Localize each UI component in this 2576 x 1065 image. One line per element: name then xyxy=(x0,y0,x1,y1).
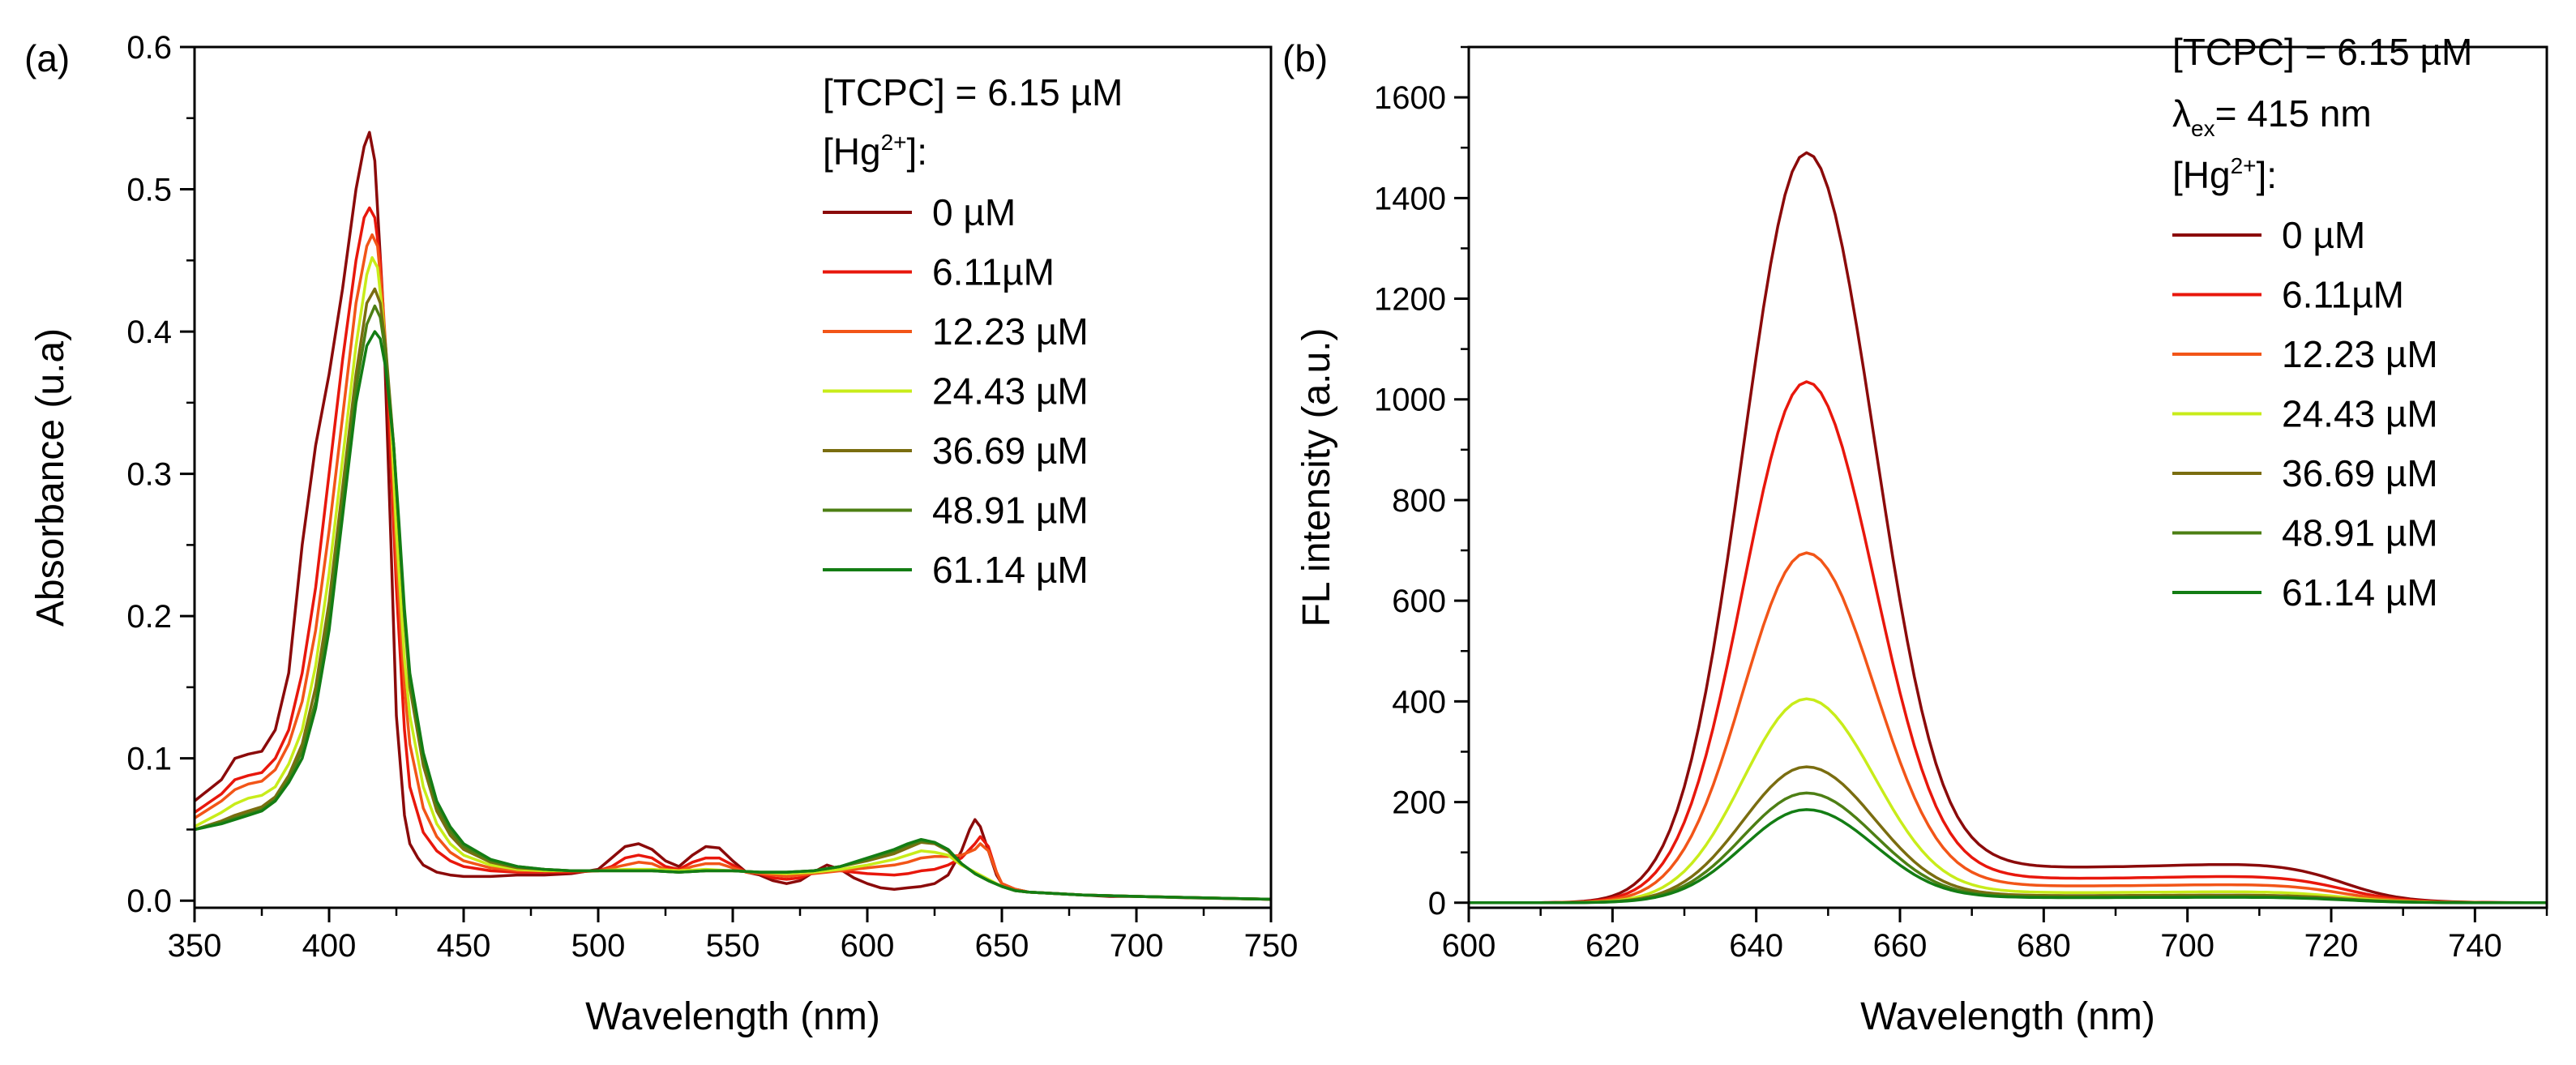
legend-label-5: 36.69 µM xyxy=(2282,452,2438,494)
panel-b-legend: [TCPC] = 6.15 µM λex= 415 nm [Hg2+]: 0 µ… xyxy=(2172,31,2472,614)
legend-label-6: 48.91 µM xyxy=(2282,512,2438,554)
series-line-7 xyxy=(194,330,1272,901)
panel-b: (b) 600 620 640 660 680 700 720 740 0 200 400 600 8… xyxy=(1282,31,2548,1038)
x-tick-label: 700 xyxy=(1110,928,1164,964)
x-tick-label: 550 xyxy=(706,928,760,964)
panel-a: (a) 350 400 450 500 550 600 650 700 750 0.00.10.… xyxy=(24,30,1298,1038)
y-tick-label: 0.4 xyxy=(126,314,172,350)
legend-label-6: 48.91 µM xyxy=(932,490,1089,532)
x-tick-label: 750 xyxy=(1244,928,1299,964)
legend-label-3: 12.23 µM xyxy=(932,310,1089,353)
panel-b-legend-tcpc: [TCPC] = 6.15 µM xyxy=(2172,31,2472,73)
legend-label-1: 0 µM xyxy=(932,191,1016,233)
x-tick-label: 400 xyxy=(302,928,357,964)
x-tick-label: 500 xyxy=(571,928,626,964)
panel-a-legend: [TCPC] = 6.15 µM [Hg2+]: 0 µM 6.11µM 12.23… xyxy=(823,71,1123,591)
y-tick-label: 800 xyxy=(1392,483,1446,519)
panel-a-x-axis-label: Wavelength (nm) xyxy=(585,995,880,1038)
panel-b-legend-items: 0 µM 6.11µM 12.23 µM 24.43 µM 36.69 µM 48.91 … xyxy=(2172,214,2438,614)
x-tick-label: 700 xyxy=(2160,928,2214,964)
x-tick-label: 680 xyxy=(2017,928,2071,964)
y-tick-label: 0.3 xyxy=(126,457,172,493)
panel-b-y-tick-labels: 0 200 400 600 800 1000 1200 1400 1600 xyxy=(1374,80,1446,922)
series-line-1 xyxy=(193,130,1272,901)
y-tick-label: 0.1 xyxy=(126,742,172,777)
legend-label-5: 36.69 µM xyxy=(932,430,1089,472)
series-line-3 xyxy=(1469,551,2547,905)
panel-b-x-tick-labels: 600 620 640 660 680 700 720 740 xyxy=(1442,928,2502,964)
y-tick-label: 0 xyxy=(1428,886,1446,922)
x-tick-label: 450 xyxy=(437,928,491,964)
x-tick-label: 600 xyxy=(841,928,895,964)
y-tick-label: 200 xyxy=(1392,785,1446,821)
panel-a-legend-tcpc: [TCPC] = 6.15 µM xyxy=(823,71,1123,113)
panel-b-plot-frame xyxy=(1467,45,2548,909)
x-tick-label: 650 xyxy=(975,928,1029,964)
x-tick-label: 350 xyxy=(168,928,222,964)
series-line-1 xyxy=(1469,151,2547,905)
legend-label-1: 0 µM xyxy=(2282,214,2365,256)
panel-a-label: (a) xyxy=(24,37,70,79)
legend-label-2: 6.11µM xyxy=(2282,274,2404,316)
panel-a-legend-hg-header: [Hg2+]: xyxy=(823,130,927,173)
x-tick-label: 600 xyxy=(1442,928,1496,964)
y-tick-label: 0.6 xyxy=(126,30,172,66)
panel-a-y-axis-label: Absorbance (u.a) xyxy=(29,328,72,627)
series-line-7 xyxy=(1469,808,2547,905)
y-tick-label: 0.2 xyxy=(126,599,172,635)
x-tick-label: 660 xyxy=(1873,928,1928,964)
panel-a-x-tick-labels: 350 400 450 500 550 600 650 700 750 xyxy=(168,928,1299,964)
panel-a-legend-items: 0 µM 6.11µM 12.23 µM 24.43 µM 36.69 µM 48.91 … xyxy=(823,191,1089,591)
panel-b-ticks xyxy=(1454,45,2548,922)
y-tick-label: 0.0 xyxy=(126,883,172,919)
y-tick-label: 1400 xyxy=(1374,181,1446,216)
panel-b-series-group xyxy=(1469,151,2548,905)
legend-label-4: 24.43 µM xyxy=(932,370,1089,413)
legend-label-4: 24.43 µM xyxy=(2282,393,2438,435)
series-line-6 xyxy=(194,304,1272,901)
legend-label-2: 6.11µM xyxy=(932,251,1055,293)
y-tick-label: 400 xyxy=(1392,684,1446,720)
panel-a-y-tick-labels: 0.0 0.1 0.2 0.3 0.4 0.5 0.6 xyxy=(126,30,172,919)
y-tick-label: 600 xyxy=(1392,584,1446,619)
y-tick-label: 1200 xyxy=(1374,282,1446,318)
panel-b-legend-hg-header: [Hg2+]: xyxy=(2172,153,2277,196)
series-line-2 xyxy=(1469,380,2548,905)
legend-label-3: 12.23 µM xyxy=(2282,333,2438,375)
panel-a-plot-frame xyxy=(193,45,1273,909)
series-line-4 xyxy=(194,256,1272,901)
legend-label-7: 61.14 µM xyxy=(2282,571,2438,614)
panel-b-label: (b) xyxy=(1282,37,1328,79)
x-tick-label: 720 xyxy=(2304,928,2359,964)
y-tick-label: 1600 xyxy=(1374,80,1446,116)
y-tick-label: 0.5 xyxy=(126,173,172,208)
series-line-3 xyxy=(194,233,1272,901)
legend-label-7: 61.14 µM xyxy=(932,549,1089,591)
x-tick-label: 740 xyxy=(2448,928,2502,964)
x-tick-label: 620 xyxy=(1585,928,1640,964)
panel-b-legend-excitation: λex= 415 nm xyxy=(2172,92,2372,141)
panel-a-ticks xyxy=(180,45,1273,922)
panel-b-y-axis-label: FL intensity (a.u.) xyxy=(1295,327,1338,627)
x-tick-label: 640 xyxy=(1729,928,1783,964)
panel-b-x-axis-label: Wavelength (nm) xyxy=(1860,995,2155,1038)
panel-a-series-group xyxy=(193,130,1272,901)
y-tick-label: 1000 xyxy=(1374,383,1446,418)
